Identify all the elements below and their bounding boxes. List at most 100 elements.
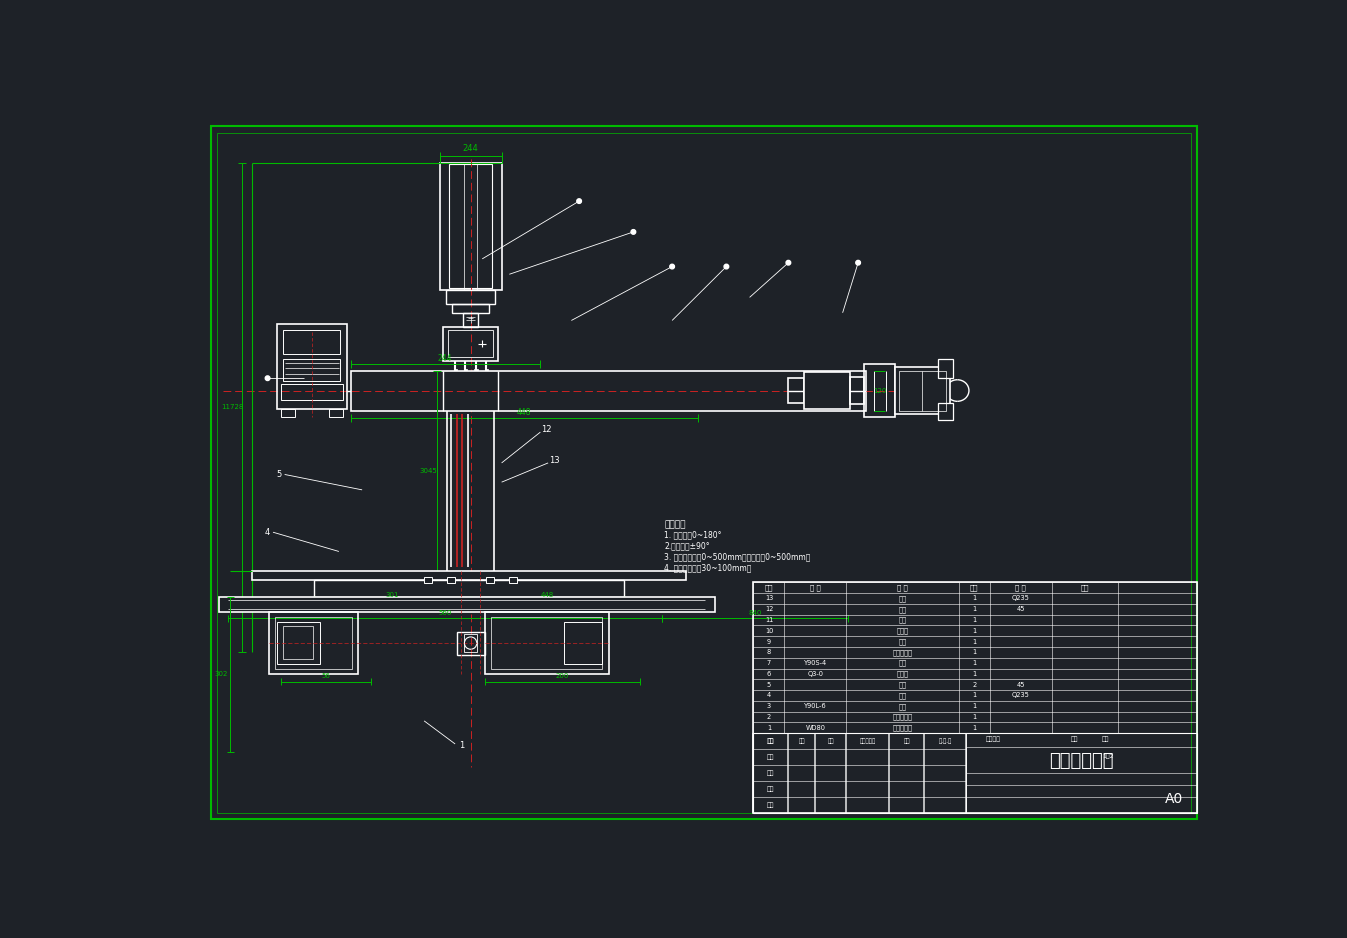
Text: 5: 5 <box>276 470 282 479</box>
Text: WD80: WD80 <box>806 725 826 731</box>
Text: 3045: 3045 <box>419 468 436 474</box>
Text: 1: 1 <box>973 692 977 699</box>
Bar <box>486 577 494 583</box>
Text: Q235: Q235 <box>1012 692 1030 699</box>
Text: 批准: 批准 <box>766 802 775 808</box>
Circle shape <box>577 199 582 204</box>
Text: 代 号: 代 号 <box>810 584 820 591</box>
Bar <box>938 359 954 378</box>
Text: 302: 302 <box>214 672 228 677</box>
Text: 1: 1 <box>766 725 770 731</box>
Bar <box>490 617 602 670</box>
Text: 12: 12 <box>765 606 773 613</box>
Text: 平键联结器: 平键联结器 <box>893 649 913 656</box>
Bar <box>563 622 602 664</box>
Bar <box>850 377 865 404</box>
Bar <box>753 734 1196 813</box>
Text: 设计: 设计 <box>766 754 775 760</box>
Text: 减速器: 减速器 <box>897 671 909 677</box>
Bar <box>447 577 455 583</box>
Bar <box>463 312 478 326</box>
Text: 1: 1 <box>973 714 977 720</box>
Text: 阶段标记: 阶段标记 <box>986 736 1001 742</box>
Circle shape <box>787 261 791 265</box>
Text: 轴件: 轴件 <box>898 681 907 688</box>
Text: 处数: 处数 <box>799 738 806 744</box>
Bar <box>804 372 850 409</box>
Bar <box>463 369 467 373</box>
Text: 标记: 标记 <box>766 738 775 744</box>
Text: 液压缸: 液压缸 <box>897 628 909 634</box>
Text: 审核: 审核 <box>766 770 775 776</box>
Bar <box>269 613 358 673</box>
Bar <box>277 622 319 664</box>
Bar <box>485 369 488 373</box>
Text: 1: 1 <box>973 606 977 613</box>
Text: Y90S-4: Y90S-4 <box>804 660 827 666</box>
Text: 1: 1 <box>973 704 977 709</box>
Text: 数量: 数量 <box>970 584 979 591</box>
Text: 1：2: 1：2 <box>1102 753 1114 759</box>
Text: 11728: 11728 <box>221 404 244 410</box>
Text: 4. 手部夹持工件30~100mm。: 4. 手部夹持工件30~100mm。 <box>664 563 752 572</box>
Bar <box>277 325 346 409</box>
Bar <box>275 617 352 670</box>
Text: 448: 448 <box>540 592 554 598</box>
Text: 1: 1 <box>973 617 977 623</box>
Bar <box>439 162 501 290</box>
Text: 4: 4 <box>766 692 770 699</box>
Bar <box>283 330 341 354</box>
Text: 掰板: 掰板 <box>898 595 907 602</box>
Text: 3: 3 <box>766 704 770 709</box>
Text: 端盖: 端盖 <box>898 606 907 613</box>
Circle shape <box>855 261 861 265</box>
Text: 45: 45 <box>1017 682 1025 688</box>
Text: 电机: 电机 <box>898 659 907 666</box>
Bar <box>453 304 489 312</box>
Text: 序号: 序号 <box>765 584 773 591</box>
Text: 1: 1 <box>973 660 977 666</box>
Bar <box>424 577 432 583</box>
Text: 1: 1 <box>459 741 463 750</box>
Circle shape <box>725 265 729 269</box>
Text: 2: 2 <box>766 714 770 720</box>
Text: 13: 13 <box>765 596 773 601</box>
Bar <box>900 371 946 411</box>
Text: 7: 7 <box>766 660 770 666</box>
Text: 12: 12 <box>541 425 552 434</box>
Text: 560: 560 <box>438 610 451 616</box>
Text: 244: 244 <box>463 144 478 153</box>
Bar <box>350 371 866 411</box>
Text: 6: 6 <box>766 671 770 677</box>
Text: 1: 1 <box>973 639 977 644</box>
Text: 5: 5 <box>766 682 770 688</box>
Text: 电机: 电机 <box>898 703 907 709</box>
Text: 备注: 备注 <box>1080 584 1090 591</box>
Text: 1: 1 <box>973 596 977 601</box>
Text: 工艺: 工艺 <box>766 786 775 792</box>
Text: 2.俯仰回转±90°: 2.俯仰回转±90° <box>664 541 710 551</box>
Text: 年,月,日: 年,月,日 <box>939 738 952 744</box>
Text: 机械手外观图: 机械手外观图 <box>1049 752 1114 770</box>
Text: 底座: 底座 <box>898 692 907 699</box>
Text: 244: 244 <box>438 355 453 363</box>
Bar <box>485 613 609 673</box>
Bar <box>753 582 1196 813</box>
Bar <box>252 570 686 580</box>
Text: 9: 9 <box>766 639 770 644</box>
Bar <box>280 409 295 416</box>
Bar <box>449 330 493 357</box>
Text: 蜗杆减速器: 蜗杆减速器 <box>893 724 913 731</box>
Text: 平键联结器: 平键联结器 <box>893 714 913 720</box>
Bar <box>509 577 517 583</box>
Text: 2: 2 <box>973 682 977 688</box>
Bar <box>865 364 896 416</box>
Text: 448: 448 <box>517 408 531 417</box>
Text: 56: 56 <box>322 673 330 679</box>
Text: 1: 1 <box>973 628 977 634</box>
Text: 1. 机身转动0~180°: 1. 机身转动0~180° <box>664 531 722 539</box>
Text: Y90L-6: Y90L-6 <box>804 704 827 709</box>
Bar <box>283 359 341 381</box>
Text: 质量: 质量 <box>1071 736 1079 742</box>
Text: 技术要求: 技术要求 <box>664 520 686 529</box>
